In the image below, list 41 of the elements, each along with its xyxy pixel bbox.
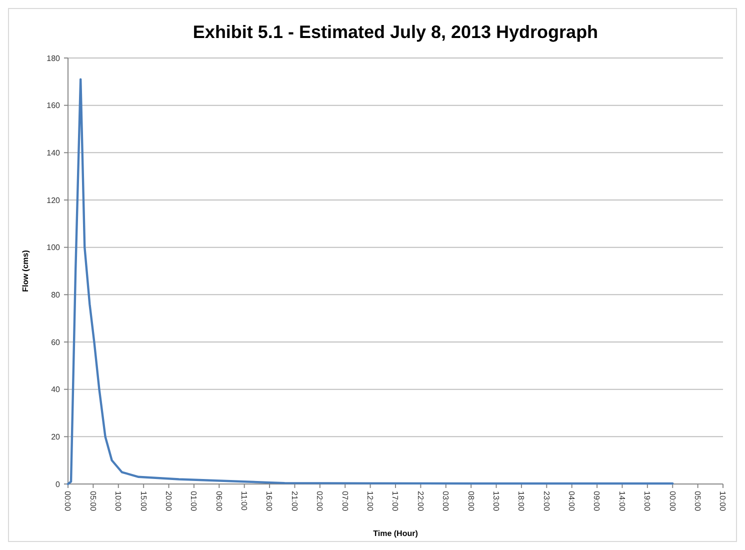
y-axis-title: Flow (cms): [21, 250, 30, 292]
x-tick-label: 16:00: [264, 491, 274, 512]
x-tick-label: 05:00: [693, 491, 702, 512]
x-tick-label: 17:00: [390, 491, 400, 512]
chart-title: Exhibit 5.1 - Estimated July 8, 2013 Hydrograph: [192, 22, 598, 42]
x-axis-title: Time (Hour): [373, 529, 418, 538]
x-tick-label: 13:00: [491, 491, 500, 512]
x-tick-label: 10:00: [718, 491, 728, 512]
x-tick-label: 07:00: [340, 491, 350, 512]
x-tick-label: 11:00: [240, 491, 249, 511]
x-tick-label: 04:00: [567, 491, 576, 512]
y-tick-label: 100: [46, 243, 61, 252]
line-series: [66, 78, 674, 486]
x-tick-label: 18:00: [516, 491, 526, 512]
y-tick-label: 20: [51, 432, 61, 442]
y-tick-label: 80: [51, 290, 61, 300]
y-tick-label: 140: [46, 148, 61, 158]
x-tick-label: 23:00: [542, 491, 551, 512]
y-tick-label: 120: [46, 196, 61, 205]
x-tick-label: 15:00: [138, 491, 148, 512]
y-tick-label: 160: [46, 101, 61, 110]
y-tick-label: 0: [56, 480, 61, 489]
y-tick-label: 60: [51, 338, 61, 347]
x-tick-label: 19:00: [642, 491, 652, 512]
x-tick-label: 14:00: [617, 491, 626, 512]
x-tick-label: 05:00: [88, 491, 98, 512]
x-tick-label: 09:00: [592, 491, 602, 512]
x-tick-label: 06:00: [214, 491, 224, 512]
x-tick-label: 20:00: [164, 491, 173, 512]
x-tick-label: 03:00: [441, 491, 450, 512]
x-tick-label: 00:00: [668, 491, 677, 512]
x-tick-label: 12:00: [366, 491, 375, 512]
y-tick-label: 180: [46, 54, 61, 63]
x-tick-label: 08:00: [466, 491, 476, 512]
x-tick-label: 10:00: [114, 491, 123, 512]
y-tick-label: 40: [51, 385, 61, 394]
x-tick-label: 01:00: [189, 491, 198, 512]
x-tick-label: 22:00: [416, 491, 425, 512]
x-tick-label: 02:00: [315, 491, 324, 512]
x-tick-label: 21:00: [290, 491, 299, 512]
x-tick-label: 00:00: [63, 491, 72, 512]
